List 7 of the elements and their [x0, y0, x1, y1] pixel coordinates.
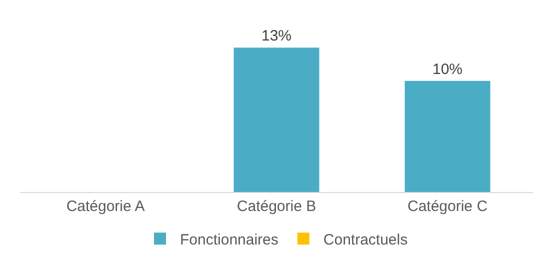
x-tick-label: Catégorie B [236, 198, 316, 215]
data-label: 10% [432, 60, 463, 78]
legend-label: Contractuels [323, 232, 408, 248]
x-tick-label: Catégorie A [66, 198, 145, 215]
legend-label: Fonctionnaires [180, 232, 278, 248]
x-tick-label: Catégorie C [407, 198, 488, 215]
data-label: 13% [261, 28, 292, 45]
